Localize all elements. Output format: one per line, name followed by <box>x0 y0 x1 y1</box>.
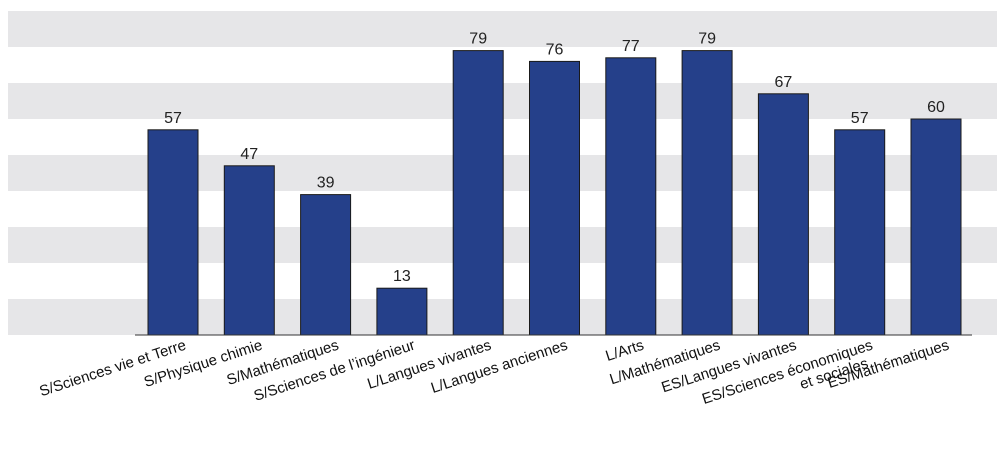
bar-value-label: 13 <box>393 268 411 285</box>
category-label-line: L/Arts <box>604 337 647 365</box>
bar-value-label: 47 <box>240 146 258 163</box>
bar <box>910 118 962 336</box>
bar-value-label: 77 <box>622 38 640 55</box>
bar <box>452 50 504 336</box>
bar-value-label: 79 <box>698 31 716 48</box>
bar-value-label: 67 <box>775 74 793 91</box>
bar <box>223 165 275 336</box>
category-label: L/Arts <box>604 337 647 365</box>
bar <box>757 93 809 336</box>
bar-value-label: 60 <box>927 99 945 116</box>
grid-band <box>8 11 997 47</box>
bars <box>147 50 962 336</box>
bar <box>681 50 733 336</box>
bar <box>147 129 199 336</box>
bar <box>834 129 886 336</box>
bar-value-label: 79 <box>469 31 487 48</box>
bar <box>300 194 352 336</box>
bar-value-label: 57 <box>164 110 182 127</box>
bar-value-label: 76 <box>546 41 564 58</box>
bar <box>529 60 580 336</box>
bar-value-label: 39 <box>317 175 335 192</box>
bar-value-label: 57 <box>851 110 869 127</box>
bar <box>376 287 428 336</box>
bar <box>605 57 657 336</box>
value-labels: 57 47 39 13 79 76 77 79 67 57 60 <box>164 31 945 286</box>
